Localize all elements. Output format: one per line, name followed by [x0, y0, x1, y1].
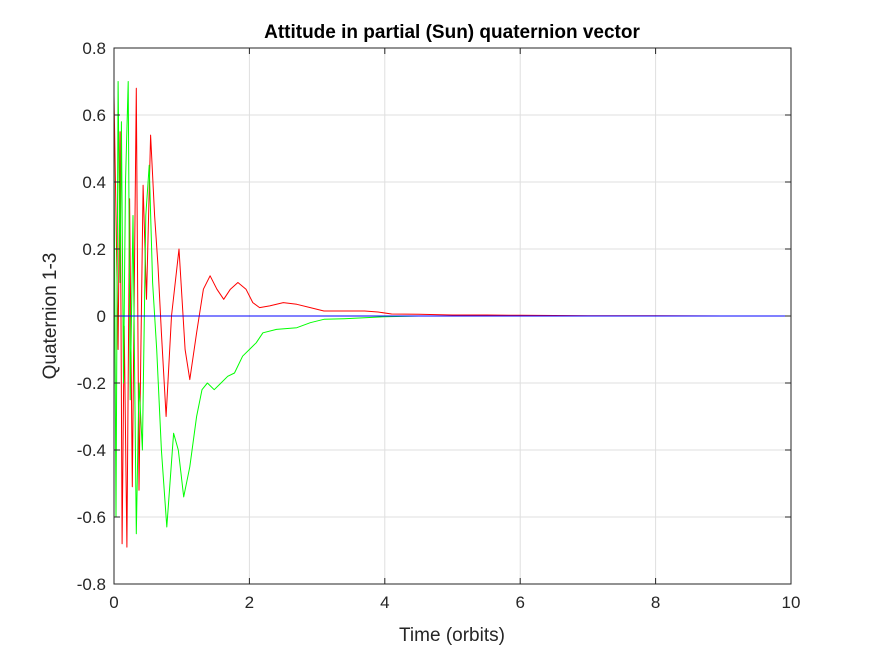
x-axis-label: Time (orbits)	[399, 625, 505, 646]
x-tick-label: 10	[782, 593, 801, 612]
x-tick-label: 8	[651, 593, 660, 612]
y-tick-label: -0.6	[77, 508, 106, 527]
y-tick-label: -0.8	[77, 575, 106, 594]
y-axis-label: Quaternion 1-3	[40, 253, 61, 380]
y-tick-label: 0.8	[82, 39, 106, 58]
y-tick-label: 0.4	[82, 173, 106, 192]
y-tick-label: 0.2	[82, 240, 106, 259]
y-tick-label: -0.4	[77, 441, 106, 460]
x-tick-label: 6	[515, 593, 524, 612]
series-line-2	[113, 81, 791, 535]
chart-title: Attitude in partial (Sun) quaternion vec…	[264, 22, 640, 43]
y-tick-label: 0	[97, 307, 106, 326]
x-tick-label: 2	[245, 593, 254, 612]
series-layer	[113, 81, 791, 548]
y-tick-label: -0.2	[77, 374, 106, 393]
x-tick-label: 4	[380, 593, 389, 612]
ticks: 0 2 4 6 8 10 -0.8 -0.6 -0.4 -0.2 0 0.2 0.4 0.6 0.8	[77, 39, 801, 612]
x-tick-label: 0	[109, 593, 118, 612]
series-line-1	[113, 87, 791, 548]
y-tick-label: 0.6	[82, 106, 106, 125]
